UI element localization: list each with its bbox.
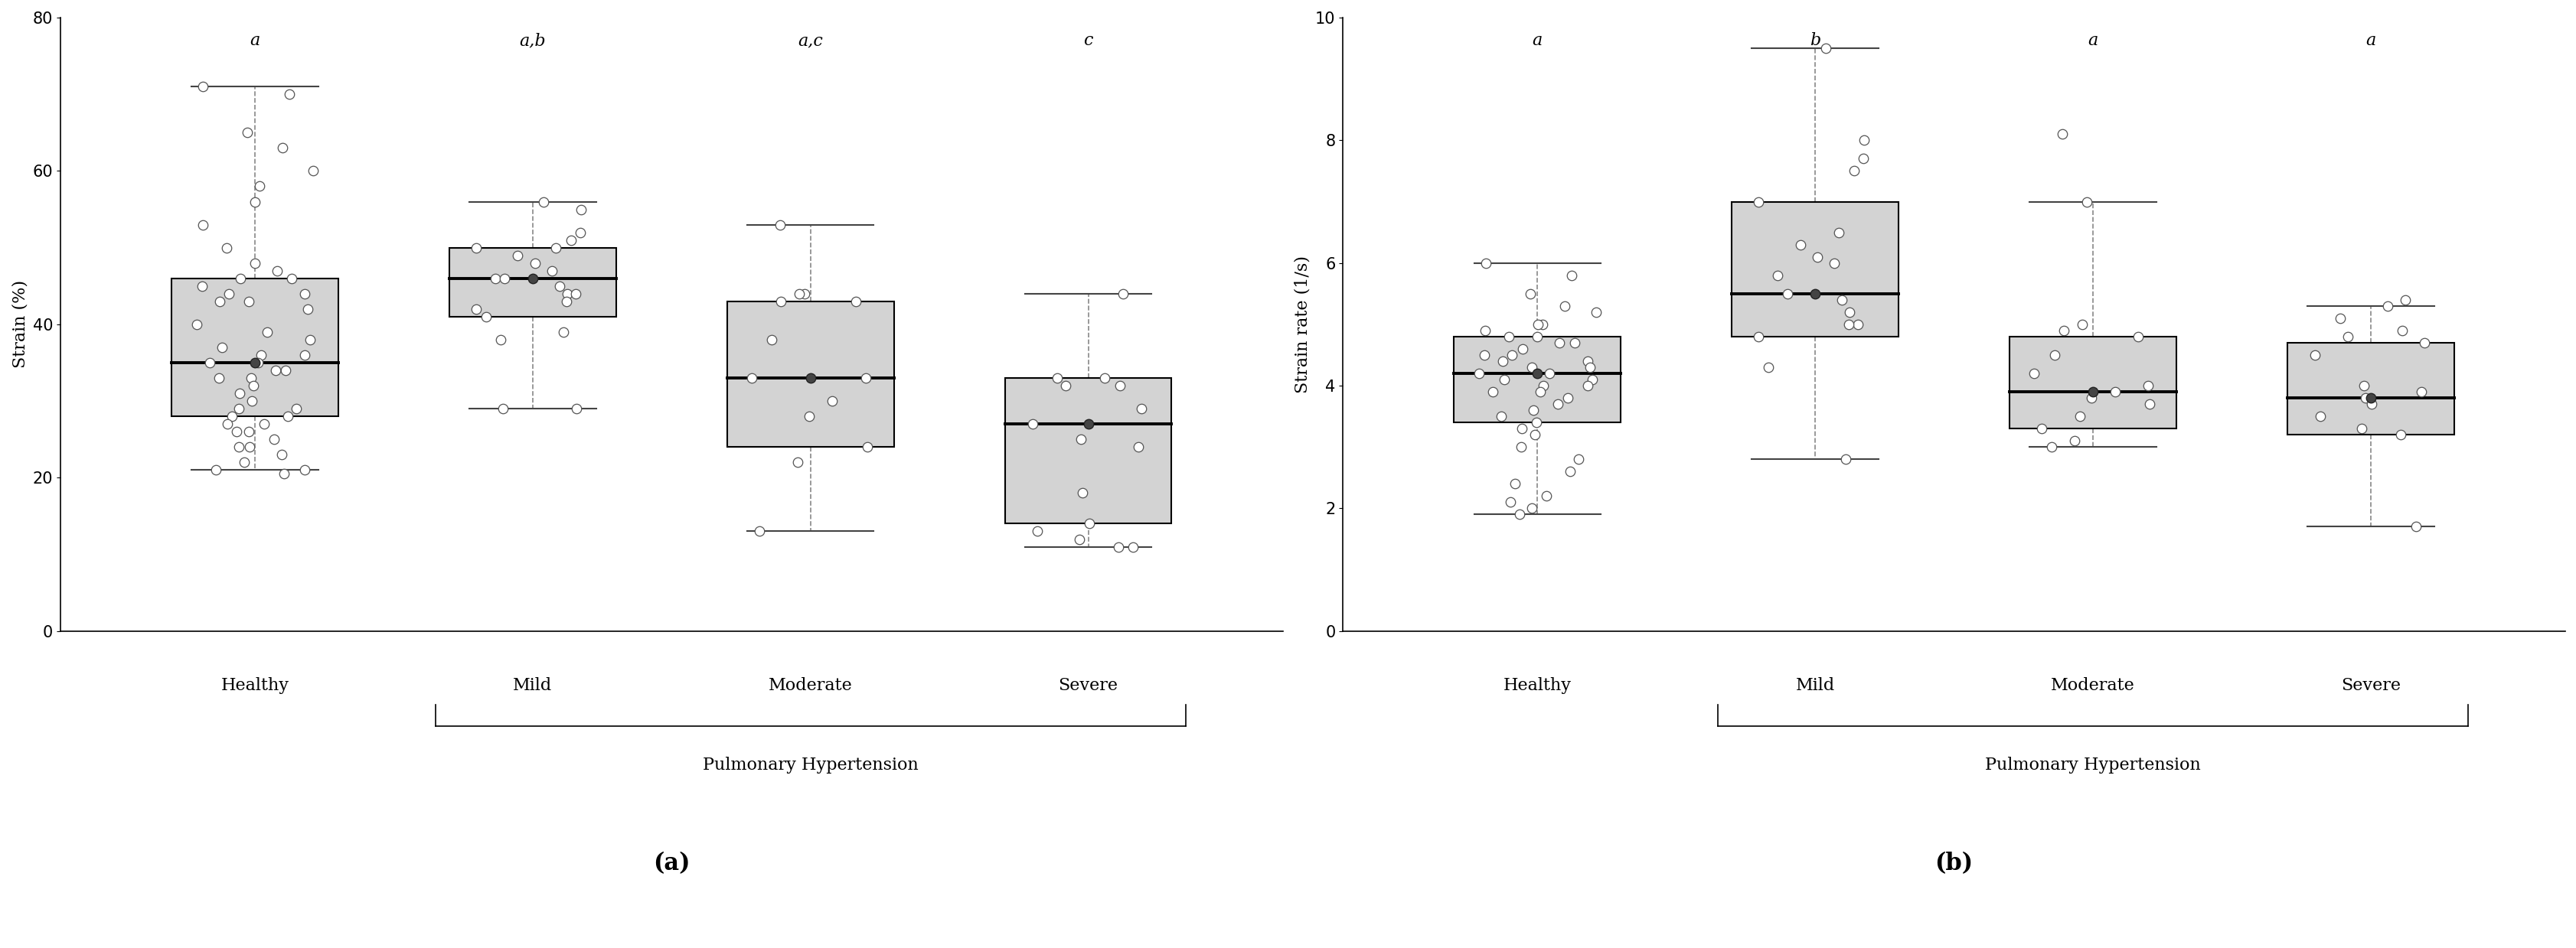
Text: Pulmonary Hypertension: Pulmonary Hypertension xyxy=(1984,757,2200,774)
Text: b: b xyxy=(1808,32,1821,49)
Text: a: a xyxy=(250,32,260,49)
Bar xyxy=(1005,378,1172,523)
Bar xyxy=(2009,337,2177,428)
Text: (b): (b) xyxy=(1935,852,1973,876)
Text: Moderate: Moderate xyxy=(768,677,853,694)
Text: Moderate: Moderate xyxy=(2050,677,2136,694)
Text: a: a xyxy=(2365,32,2375,49)
Text: Healthy: Healthy xyxy=(1502,677,1571,694)
Text: (a): (a) xyxy=(652,852,690,876)
Bar xyxy=(448,247,616,317)
Bar xyxy=(2287,343,2452,435)
Text: Pulmonary Hypertension: Pulmonary Hypertension xyxy=(703,757,917,774)
Text: a: a xyxy=(2087,32,2097,49)
Text: a,b: a,b xyxy=(520,32,546,49)
Text: c: c xyxy=(1082,32,1092,49)
Text: Healthy: Healthy xyxy=(222,677,289,694)
Text: a,c: a,c xyxy=(799,32,822,49)
Bar xyxy=(173,279,337,416)
Text: Mild: Mild xyxy=(513,677,551,694)
Text: a: a xyxy=(1533,32,1543,49)
Bar xyxy=(1731,202,1899,337)
Bar xyxy=(1453,337,1620,423)
Text: Severe: Severe xyxy=(1059,677,1118,694)
Text: Mild: Mild xyxy=(1795,677,1834,694)
Y-axis label: Strain (%): Strain (%) xyxy=(10,281,28,369)
Text: Severe: Severe xyxy=(2339,677,2401,694)
Y-axis label: Strain rate (1/s): Strain rate (1/s) xyxy=(1293,255,1311,393)
Bar xyxy=(726,301,894,447)
